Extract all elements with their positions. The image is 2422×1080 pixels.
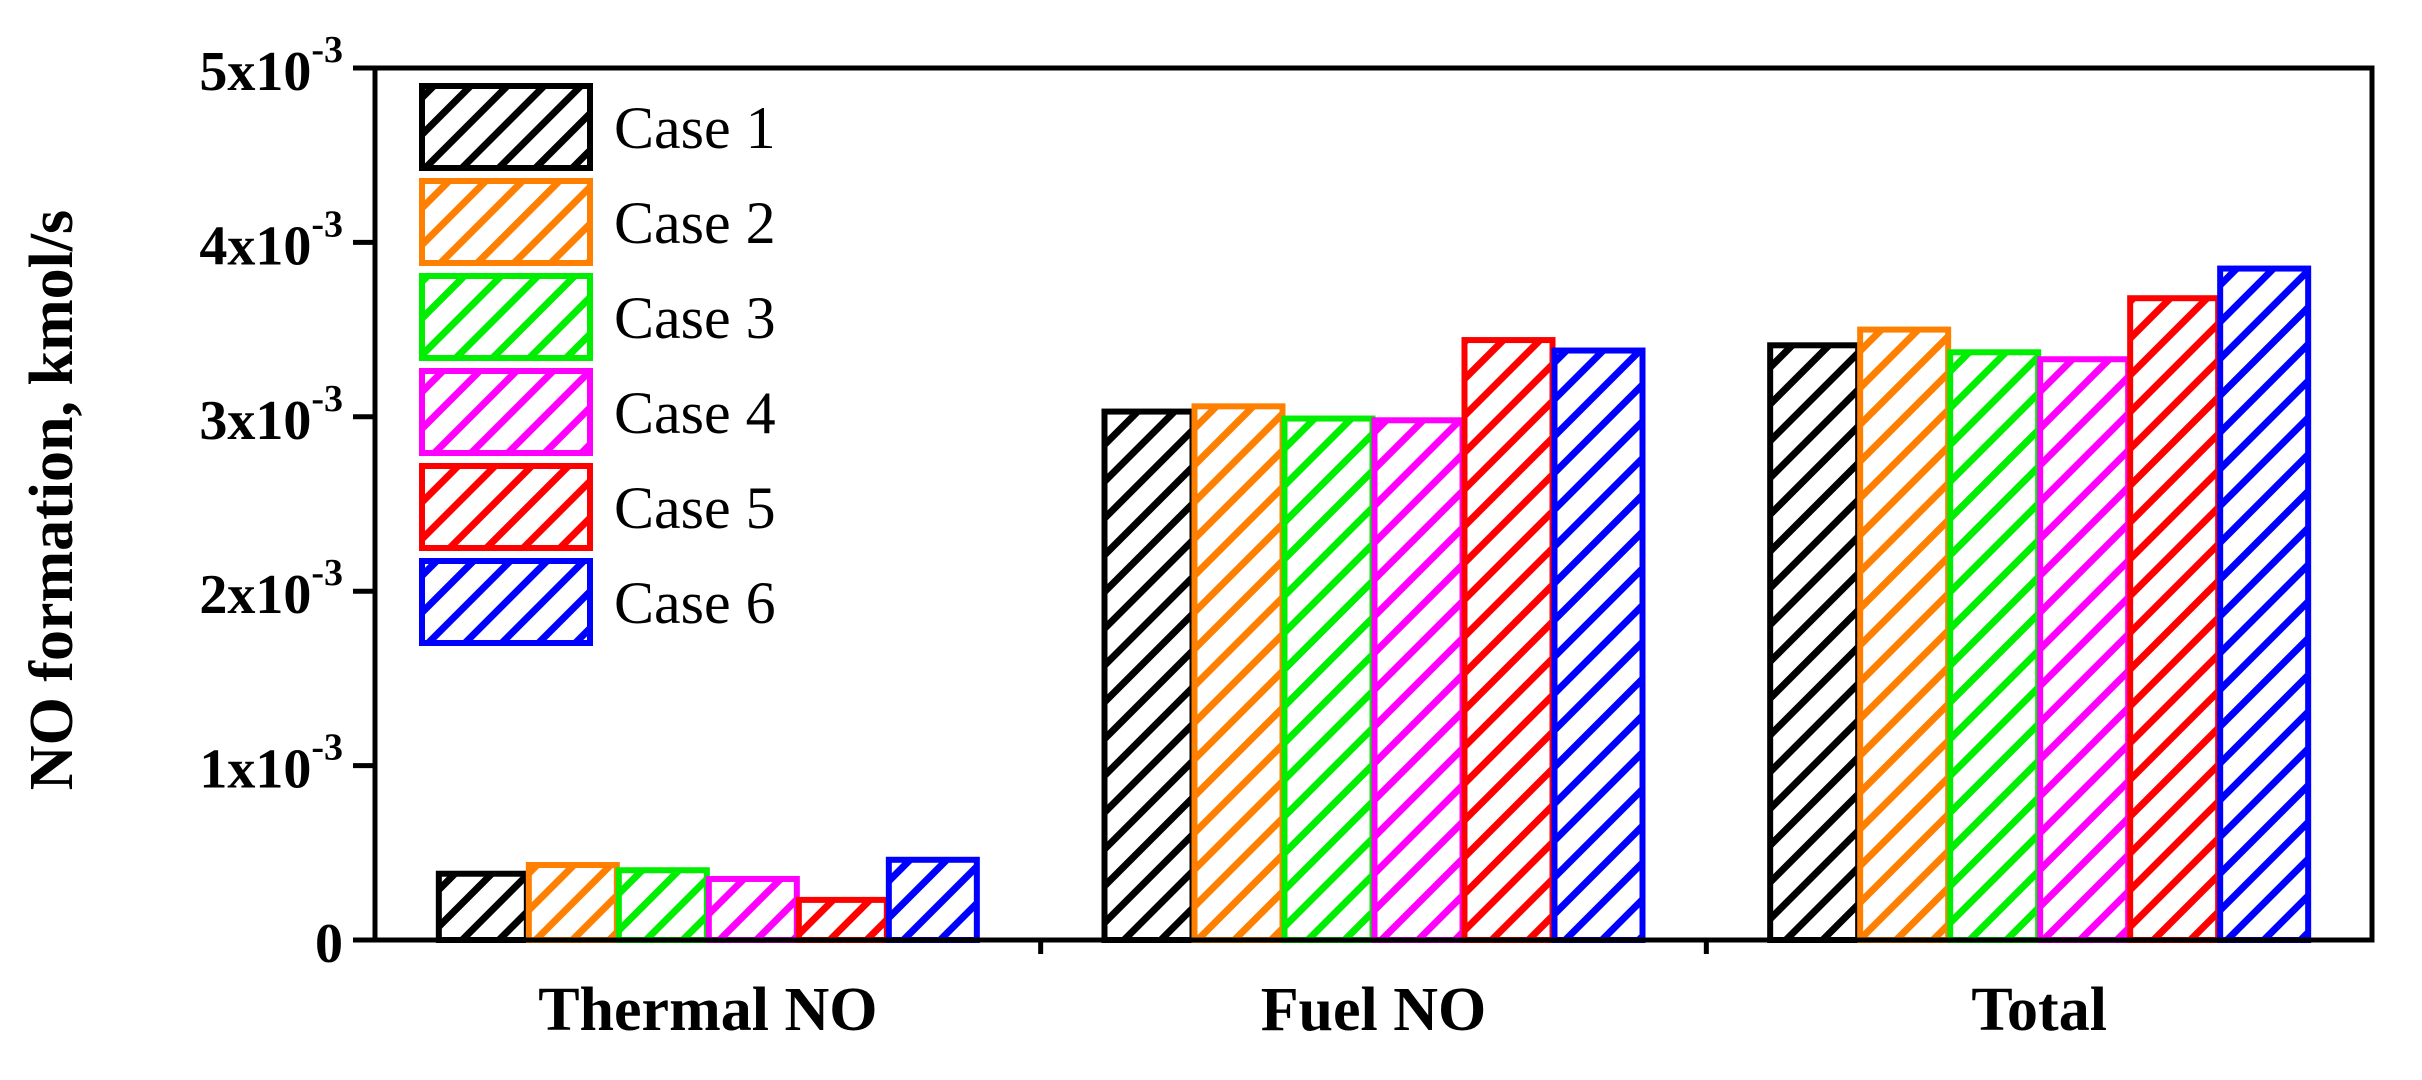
bar-total-case-5 [2127, 295, 2222, 943]
bar-thermal-no-case-4 [705, 875, 800, 944]
bar-total-case-4 [2037, 356, 2132, 943]
legend-label-case-4: Case 4 [614, 380, 776, 446]
bar-thermal-no-case-6 [885, 856, 980, 943]
bar-fuel-no-case-5 [1461, 337, 1556, 943]
legend-label-case-2: Case 2 [614, 190, 776, 256]
bar-total-case-3 [1947, 349, 2042, 944]
y-axis-title: NO formation, kmol/s [18, 210, 86, 790]
x-tick-label-total: Total [1971, 976, 2107, 1044]
legend-swatch-case-1 [419, 83, 593, 171]
bar-fuel-no-case-3 [1281, 415, 1376, 943]
bar-thermal-no-case-2 [525, 862, 620, 943]
legend-swatch-case-3 [419, 273, 593, 361]
y-tick-label: 2x10-3 [199, 552, 343, 626]
bar-total-case-6 [2217, 265, 2312, 943]
bar-fuel-no-case-1 [1101, 408, 1196, 943]
bar-total-case-2 [1857, 326, 1952, 944]
bar-thermal-no-case-3 [615, 867, 710, 943]
bar-fuel-no-case-2 [1191, 403, 1286, 943]
bar-fuel-no-case-4 [1371, 417, 1466, 943]
y-tick-label: 3x10-3 [199, 378, 343, 452]
bar-fuel-no-case-6 [1551, 347, 1646, 943]
legend-label-case-5: Case 5 [614, 475, 776, 541]
bar-total-case-1 [1767, 342, 1862, 943]
legend-label-case-3: Case 3 [614, 285, 776, 351]
legend-swatch-case-6 [419, 558, 593, 646]
y-tick-label: 4x10-3 [199, 203, 343, 277]
x-tick-label-fuel-no: Fuel NO [1261, 976, 1487, 1044]
y-tick-label: 0 [315, 913, 343, 975]
legend-swatch-case-5 [419, 463, 593, 551]
bar-thermal-no-case-1 [435, 870, 530, 944]
legend-label-case-1: Case 1 [614, 95, 776, 161]
legend: Case 1 Case 2 Case 3 Case 4 Case 5 Case 6 [419, 83, 776, 646]
bar-thermal-no-case-5 [795, 896, 890, 943]
axes-layer: Thermal NO Fuel NO Total 0 1x10-3 2x10-3 3x10-… [199, 29, 2375, 1044]
y-tick-label: 5x10-3 [199, 29, 343, 103]
plot-frame [372, 65, 2375, 943]
legend-swatch-case-4 [419, 368, 593, 456]
legend-label-case-6: Case 6 [614, 570, 776, 636]
legend-swatch-case-2 [419, 178, 593, 266]
x-tick-label-thermal-no: Thermal NO [538, 976, 877, 1044]
y-tick-label: 1x10-3 [199, 727, 343, 801]
